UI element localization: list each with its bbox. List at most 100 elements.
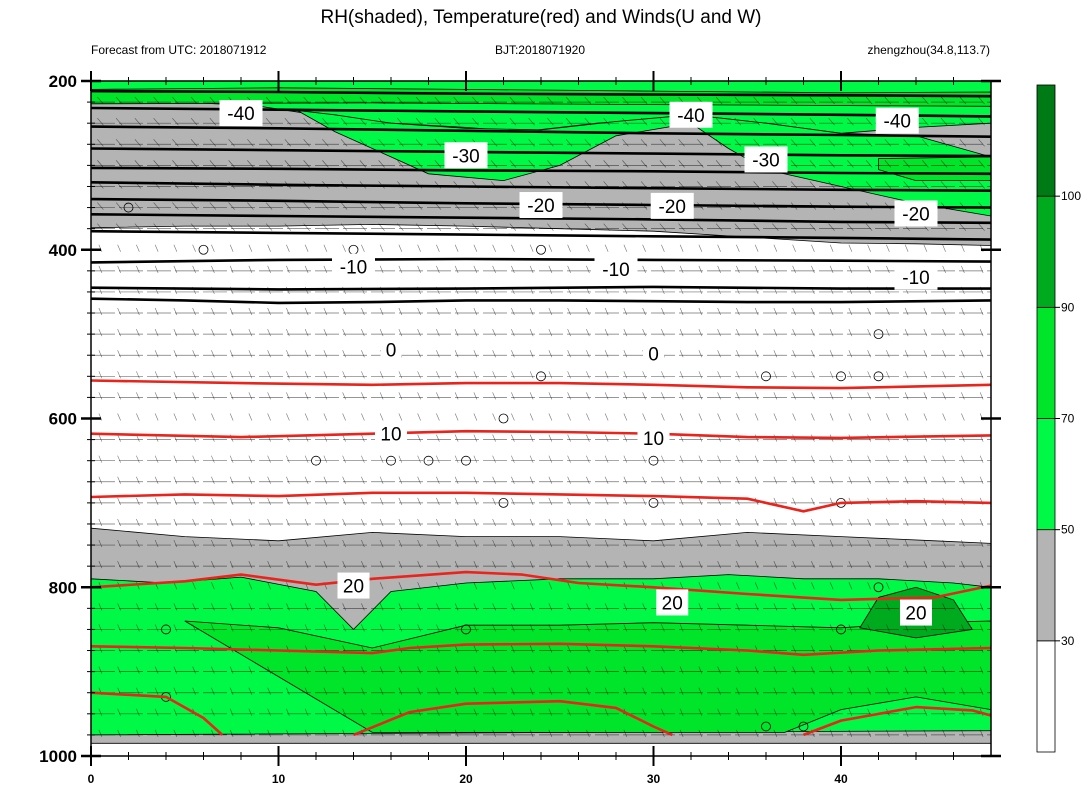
wind-barb xyxy=(398,666,403,674)
wind-barb xyxy=(359,139,367,147)
wind-barb xyxy=(529,265,534,273)
wind-barb xyxy=(548,687,553,695)
temperature-isotherm-black xyxy=(91,229,991,241)
wind-barb xyxy=(978,117,985,126)
wind-barb xyxy=(454,307,459,316)
wind-barb xyxy=(117,708,121,716)
wind-barb xyxy=(904,518,909,527)
wind-barb xyxy=(754,518,759,527)
wind-barb xyxy=(398,582,403,590)
wind-barb xyxy=(678,139,685,147)
wind-barb xyxy=(567,434,571,442)
wind-barb xyxy=(454,729,459,738)
wind-barb xyxy=(361,329,365,337)
wind-barb xyxy=(867,265,871,273)
wind-barb xyxy=(640,139,648,147)
wind-barb xyxy=(342,413,346,421)
wind-barb xyxy=(698,518,703,527)
wind-barb xyxy=(265,160,273,168)
wind-barb xyxy=(492,603,496,611)
calm-wind-circle xyxy=(161,624,171,635)
wind-barb xyxy=(454,455,459,463)
wind-barb xyxy=(961,476,965,484)
contour-label: -10 xyxy=(902,268,929,289)
wind-barb xyxy=(828,160,835,168)
wind-barb xyxy=(248,371,253,379)
wind-barb xyxy=(229,518,234,527)
colorbar-segment xyxy=(1036,418,1056,531)
wind-barb xyxy=(454,561,459,569)
wind-barb xyxy=(190,160,198,168)
wind-barb xyxy=(322,160,329,168)
wind-barb xyxy=(567,413,571,421)
wind-barb xyxy=(979,265,984,273)
wind-barb xyxy=(959,160,967,168)
wind-barb xyxy=(623,371,628,379)
wind-barb xyxy=(192,687,196,695)
wind-barb xyxy=(379,687,384,695)
wind-barb xyxy=(642,307,646,316)
wind-barb xyxy=(323,603,328,611)
wind-barb xyxy=(267,350,271,358)
wind-barb xyxy=(942,518,946,527)
calm-wind-circle xyxy=(311,455,321,466)
wind-barb xyxy=(173,455,178,463)
wind-barb xyxy=(698,666,703,674)
wind-barb xyxy=(961,561,965,569)
wind-barb xyxy=(284,96,292,105)
wind-barb xyxy=(867,518,871,527)
wind-barb xyxy=(190,139,198,147)
wind-barb xyxy=(529,413,534,421)
wind-barb xyxy=(753,139,760,147)
contour-label-box xyxy=(656,589,689,616)
wind-barb xyxy=(829,413,834,421)
wind-barb xyxy=(736,392,740,400)
wind-barb xyxy=(211,603,215,611)
contour-label: 20 xyxy=(343,577,364,598)
wind-barb xyxy=(303,223,310,231)
wind-barb xyxy=(248,518,253,527)
wind-barb xyxy=(229,413,234,421)
wind-barb xyxy=(678,223,685,231)
x-tick-label: 40 xyxy=(834,772,848,786)
wind-barb xyxy=(586,603,590,611)
wind-barb xyxy=(715,117,723,126)
wind-barb xyxy=(529,244,534,252)
wind-barb xyxy=(698,561,703,569)
wind-barb xyxy=(115,223,123,231)
wind-barb xyxy=(417,350,421,358)
contour-label: 20 xyxy=(905,604,926,625)
wind-barb xyxy=(511,518,515,527)
wind-barb xyxy=(153,160,160,168)
wind-barb xyxy=(979,307,984,316)
wind-barb xyxy=(567,307,571,316)
wind-barb xyxy=(509,96,517,105)
wind-barb xyxy=(642,708,646,716)
wind-barb xyxy=(379,307,384,316)
wind-barb xyxy=(867,666,871,674)
wind-barb xyxy=(511,645,515,653)
wind-barb xyxy=(473,582,478,590)
wind-barb xyxy=(136,413,140,421)
wind-barb xyxy=(904,476,909,484)
wind-barb xyxy=(978,181,985,189)
wind-barb xyxy=(436,624,440,632)
wind-barb xyxy=(211,582,215,590)
wind-barb xyxy=(661,666,665,674)
wind-barb xyxy=(867,371,871,379)
wind-barb xyxy=(698,539,703,548)
wind-barb xyxy=(379,476,384,484)
wind-barb xyxy=(567,539,571,548)
wind-barb xyxy=(623,434,628,442)
wind-barb xyxy=(679,350,684,358)
wind-barb xyxy=(698,455,703,463)
wind-barb xyxy=(978,96,985,105)
wind-barb xyxy=(904,392,909,400)
wind-barb xyxy=(604,497,609,505)
wind-barb xyxy=(342,561,346,569)
wind-barb xyxy=(378,139,385,147)
wind-barb xyxy=(209,139,217,147)
wind-barb xyxy=(511,371,515,379)
wind-barb xyxy=(323,561,328,569)
calm-wind-circle xyxy=(498,413,509,424)
